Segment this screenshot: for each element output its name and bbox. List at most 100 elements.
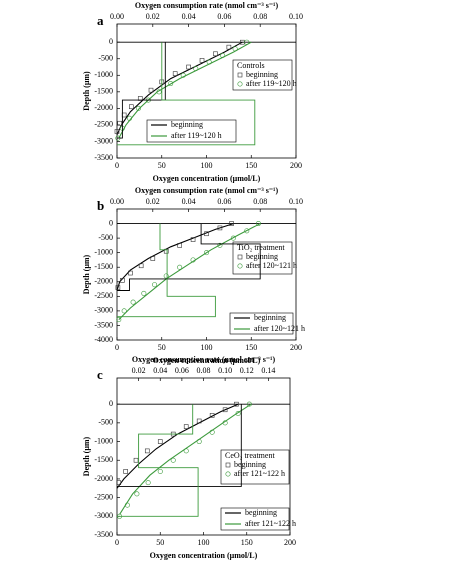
x-tick-label: 150 (245, 161, 257, 170)
y-tick-label: -500 (98, 233, 113, 242)
data-point (177, 264, 183, 270)
data-point (130, 299, 136, 305)
x-tick-label: 0 (115, 343, 119, 352)
x2-axis-title: Oxygen consumption rate (nmol cm⁻³ s⁻¹) (132, 355, 276, 364)
data-point (144, 448, 150, 454)
data-point (196, 439, 202, 445)
legend-swatch (225, 471, 231, 477)
x-axis-title: Oxygen concentration (μmol/L) (150, 551, 258, 560)
x-axis-title: Oxygen concentration (μmol/L) (153, 356, 261, 365)
x-tick-label: 100 (201, 161, 213, 170)
data-point (114, 129, 120, 134)
data-point (116, 480, 122, 485)
x2-tick-label: 0.04 (182, 197, 196, 206)
concentration-line (116, 41, 243, 136)
y-tick-label: -2500 (94, 291, 113, 300)
x-tick-label: 200 (284, 538, 296, 547)
panel: a Oxygen consumption rate (nmol cm⁻³ s⁻¹)… (82, 1, 303, 183)
rate-profile (117, 223, 261, 291)
legend-label: beginning (245, 508, 277, 517)
panel: c Oxygen consumption rate (nmol cm⁻³ s⁻¹)… (82, 355, 296, 560)
legend-label: after 119~120 h (171, 131, 222, 140)
data-point (222, 420, 228, 426)
data-point (183, 424, 189, 429)
y-axis-title: Depth (μm) (82, 71, 91, 111)
x-tick-label: 150 (241, 538, 253, 547)
x2-tick-label: 0.10 (218, 366, 232, 375)
legend-label: after 120~121 h (254, 324, 305, 333)
legend-title: Controls (237, 61, 265, 70)
data-point (199, 58, 205, 63)
data-point (226, 44, 232, 50)
x2-tick-label: 0.10 (289, 197, 303, 206)
data-point (170, 457, 176, 463)
data-point (152, 282, 158, 288)
legend-title: TiO₂ treatment (237, 243, 285, 252)
x2-tick-label: 0.08 (253, 197, 267, 206)
panel-label: a (97, 13, 104, 28)
y-tick-label: 0 (109, 218, 113, 227)
data-point (123, 469, 128, 474)
data-point (156, 89, 162, 95)
y-tick-label: -3000 (94, 136, 113, 145)
x2-tick-label: 0.02 (146, 12, 160, 21)
data-point (148, 87, 154, 93)
data-point (206, 59, 212, 65)
y-tick-label: -1500 (94, 87, 113, 96)
data-point (196, 418, 202, 424)
x2-axis-title: Oxygen consumption rate (nmol cm⁻³ s⁻¹) (135, 1, 279, 10)
legend-title: CeO₂ treatment (225, 451, 275, 460)
x-tick-label: 200 (290, 161, 302, 170)
rate-profile (117, 404, 199, 517)
legend-label: beginning (246, 252, 278, 261)
data-point (217, 242, 223, 248)
x2-tick-label: 0.04 (182, 12, 196, 21)
data-point (230, 235, 236, 241)
legend-box (146, 119, 237, 143)
y-tick-label: -2500 (94, 120, 113, 129)
x2-tick-label: 0.06 (217, 12, 231, 21)
x-tick-label: 0 (115, 538, 119, 547)
y-tick-label: -1500 (94, 455, 113, 464)
legend-swatch (237, 254, 243, 260)
data-point (127, 115, 133, 121)
x-tick-label: 50 (158, 343, 166, 352)
data-point (177, 243, 182, 248)
data-point (190, 257, 196, 263)
x-tick-label: 100 (201, 343, 213, 352)
data-point (134, 491, 140, 497)
y-tick-label: -3500 (94, 153, 113, 162)
data-point (145, 480, 151, 486)
data-point (163, 273, 169, 279)
rate-profile (117, 42, 166, 139)
concentration-line (118, 41, 252, 139)
data-point (135, 105, 141, 111)
data-point (209, 429, 215, 435)
data-point (180, 72, 186, 78)
x2-tick-label: 0.14 (261, 366, 275, 375)
y-tick-label: -1500 (94, 262, 113, 271)
x2-tick-label: 0.08 (197, 366, 211, 375)
data-point (138, 263, 144, 269)
y-axis-title: Depth (μm) (82, 436, 91, 476)
x2-tick-label: 0.00 (110, 12, 124, 21)
legend-box (232, 59, 293, 91)
y-tick-label: -3500 (94, 320, 113, 329)
data-point (163, 248, 169, 254)
data-point (255, 221, 261, 227)
data-point (246, 401, 252, 407)
y-tick-label: 0 (109, 37, 113, 46)
legend-swatch (237, 263, 243, 269)
data-point (220, 52, 226, 58)
x-tick-label: 0 (115, 161, 119, 170)
y-tick-label: -2000 (94, 474, 113, 483)
data-point (172, 71, 178, 76)
data-point (168, 81, 174, 87)
x-tick-label: 150 (245, 343, 257, 352)
data-point (183, 448, 189, 454)
concentration-line (116, 223, 234, 291)
data-point (232, 46, 238, 52)
data-point (244, 39, 250, 45)
legend-swatch (237, 72, 243, 78)
